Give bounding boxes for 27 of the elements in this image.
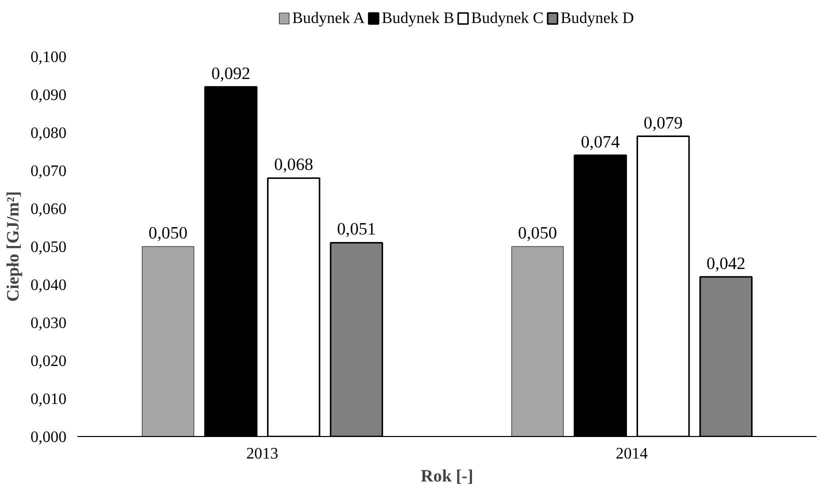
data-label: 0,079 bbox=[644, 113, 683, 132]
data-label: 0,068 bbox=[274, 155, 314, 174]
data-label: 0,050 bbox=[148, 224, 188, 242]
legend-label: Budynek D bbox=[560, 10, 634, 27]
data-label: 0,092 bbox=[211, 64, 250, 83]
data-label: 0,042 bbox=[706, 254, 746, 273]
x-tick-label: 2013 bbox=[246, 446, 278, 462]
y-tick-label: 0,100 bbox=[30, 49, 66, 66]
data-label: 0,050 bbox=[518, 224, 558, 242]
y-tick-label: 0,090 bbox=[30, 87, 66, 104]
y-tick-label: 0,080 bbox=[30, 125, 66, 142]
y-tick-label: 0,030 bbox=[30, 315, 66, 332]
data-label: 0,051 bbox=[336, 220, 376, 239]
y-axis-title: Ciepło [GJ/m²] bbox=[4, 191, 22, 302]
y-tick-label: 0,050 bbox=[30, 239, 66, 256]
legend-label: Budynek B bbox=[382, 10, 454, 27]
x-tick-label: 2014 bbox=[616, 446, 648, 462]
x-axis-title: Rok [-] bbox=[420, 466, 474, 486]
y-tick-label: 0,020 bbox=[30, 353, 66, 370]
legend-label: Budynek C bbox=[471, 10, 544, 27]
y-tick-label: 0,070 bbox=[30, 163, 66, 180]
legend-label: Budynek A bbox=[292, 10, 366, 27]
y-tick-label: 0,000 bbox=[30, 429, 66, 446]
y-tick-label: 0,040 bbox=[30, 277, 66, 294]
data-label: 0,074 bbox=[580, 132, 620, 152]
y-tick-label: 0,010 bbox=[30, 391, 66, 408]
y-tick-label: 0,060 bbox=[30, 201, 66, 218]
